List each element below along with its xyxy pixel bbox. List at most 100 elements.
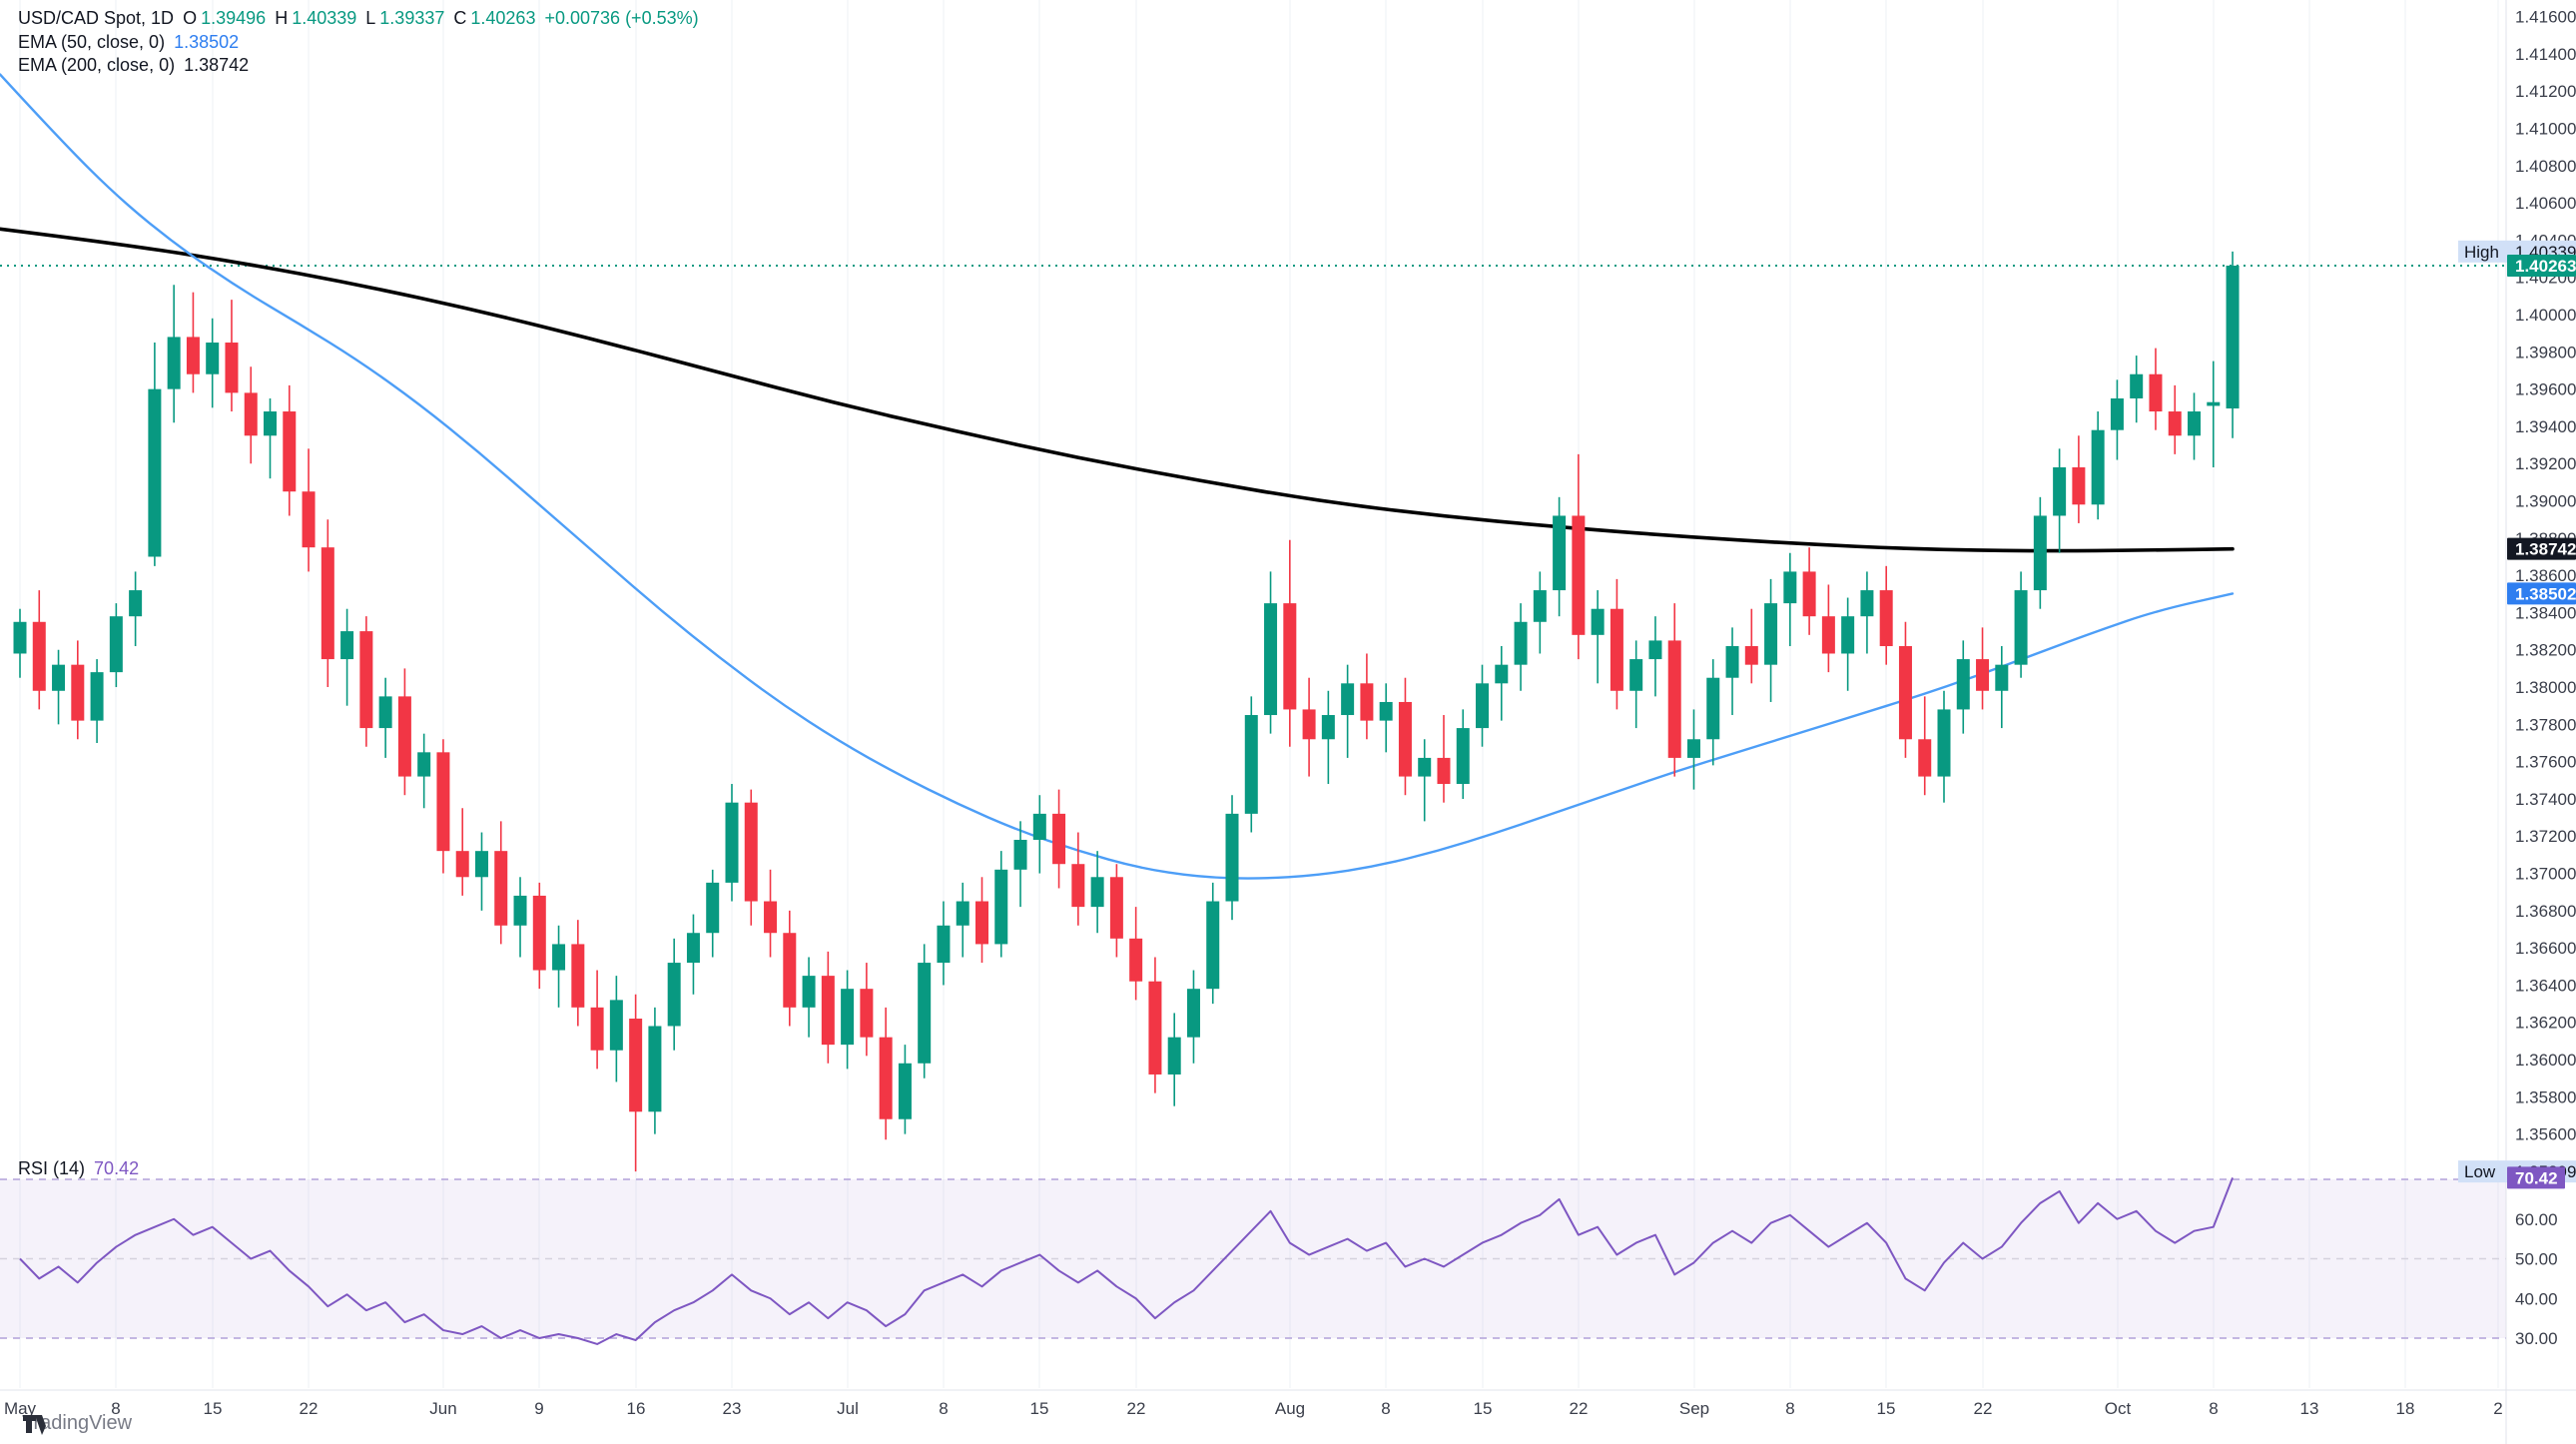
rsi-line[interactable] xyxy=(19,1176,2234,1345)
svg-text:1.37400: 1.37400 xyxy=(2515,790,2576,809)
svg-text:18: 18 xyxy=(2396,1399,2415,1418)
svg-text:8: 8 xyxy=(111,1399,120,1418)
svg-text:8: 8 xyxy=(939,1399,948,1418)
svg-text:High: High xyxy=(2464,243,2499,262)
symbol-legend-row[interactable]: USD/CAD Spot, 1D O 1.39496 H 1.40339 L 1.39… xyxy=(18,8,703,29)
svg-text:1.37000: 1.37000 xyxy=(2515,865,2576,884)
svg-text:2: 2 xyxy=(2493,1399,2502,1418)
svg-text:1.36000: 1.36000 xyxy=(2515,1051,2576,1070)
svg-text:1.38400: 1.38400 xyxy=(2515,603,2576,622)
close-value: 1.40263 xyxy=(470,8,536,28)
svg-text:1.36800: 1.36800 xyxy=(2515,902,2576,921)
rsi-axis-labels: 60.00 50.00 40.00 30.00 xyxy=(2515,1210,2558,1348)
ema50-legend-row[interactable]: EMA (50, close, 0) 1.38502 xyxy=(18,32,243,53)
ema200-line[interactable] xyxy=(0,227,2235,553)
svg-text:Aug: Aug xyxy=(1275,1399,1305,1418)
svg-text:1.36600: 1.36600 xyxy=(2515,939,2576,958)
svg-text:1.39000: 1.39000 xyxy=(2515,492,2576,511)
high-label: H xyxy=(275,8,289,28)
ema200-label: EMA (200, close, 0) xyxy=(18,55,176,75)
svg-text:22: 22 xyxy=(300,1399,319,1418)
svg-text:15: 15 xyxy=(204,1399,223,1418)
svg-text:1.41400: 1.41400 xyxy=(2515,45,2576,64)
svg-text:1.41600: 1.41600 xyxy=(2515,8,2576,27)
svg-text:15: 15 xyxy=(1030,1399,1049,1418)
tradingview-logo-icon xyxy=(23,1415,46,1435)
price-axis-labels: 1.41600 1.41400 1.41200 1.41000 1.40800 1.406… xyxy=(2515,8,2576,1144)
svg-text:1.37600: 1.37600 xyxy=(2515,753,2576,772)
svg-text:1.36400: 1.36400 xyxy=(2515,976,2576,995)
symbol-title: USD/CAD Spot, 1D xyxy=(18,8,175,28)
svg-text:1.38000: 1.38000 xyxy=(2515,678,2576,697)
svg-text:1.38742: 1.38742 xyxy=(2515,540,2576,559)
svg-text:1.41000: 1.41000 xyxy=(2515,120,2576,139)
svg-text:1.38600: 1.38600 xyxy=(2515,566,2576,585)
rsi-label: RSI (14) xyxy=(18,1158,86,1178)
rsi-badge: 70.42 xyxy=(2507,1166,2565,1189)
high-value: 1.40339 xyxy=(292,8,357,28)
svg-text:1.39200: 1.39200 xyxy=(2515,454,2576,473)
svg-text:1.39800: 1.39800 xyxy=(2515,343,2576,361)
svg-text:1.40000: 1.40000 xyxy=(2515,306,2576,325)
low-value: 1.39337 xyxy=(379,8,445,28)
svg-text:1.40800: 1.40800 xyxy=(2515,157,2576,176)
svg-text:60.00: 60.00 xyxy=(2515,1210,2558,1229)
svg-text:15: 15 xyxy=(1877,1399,1896,1418)
low-label: L xyxy=(365,8,376,28)
ema50-line[interactable] xyxy=(0,73,2235,880)
svg-text:22: 22 xyxy=(1570,1399,1589,1418)
ema50-label: EMA (50, close, 0) xyxy=(18,32,166,52)
svg-text:Oct: Oct xyxy=(2105,1399,2132,1418)
svg-text:8: 8 xyxy=(1381,1399,1390,1418)
svg-text:1.41200: 1.41200 xyxy=(2515,82,2576,101)
svg-text:Jul: Jul xyxy=(837,1399,859,1418)
svg-text:1.40600: 1.40600 xyxy=(2515,194,2576,213)
svg-text:16: 16 xyxy=(627,1399,646,1418)
tradingview-branding[interactable]: TradingView xyxy=(22,1412,132,1435)
ema50-badge: 1.38502 xyxy=(2507,582,2576,605)
svg-text:50.00: 50.00 xyxy=(2515,1250,2558,1269)
svg-text:22: 22 xyxy=(1127,1399,1146,1418)
svg-text:8: 8 xyxy=(1785,1399,1794,1418)
open-value: 1.39496 xyxy=(201,8,267,28)
svg-text:Sep: Sep xyxy=(1679,1399,1709,1418)
svg-text:1.40263: 1.40263 xyxy=(2515,257,2576,276)
svg-text:May: May xyxy=(4,1399,37,1418)
close-label: C xyxy=(453,8,467,28)
svg-text:1.37800: 1.37800 xyxy=(2515,715,2576,734)
open-label: O xyxy=(183,8,198,28)
svg-text:15: 15 xyxy=(1474,1399,1493,1418)
svg-text:1.35800: 1.35800 xyxy=(2515,1087,2576,1106)
svg-text:1.37200: 1.37200 xyxy=(2515,827,2576,846)
svg-text:Low: Low xyxy=(2464,1162,2496,1181)
rsi-pane xyxy=(0,1178,2506,1339)
ema200-legend-row[interactable]: EMA (200, close, 0) 1.38742 xyxy=(18,55,253,76)
svg-text:1.38200: 1.38200 xyxy=(2515,641,2576,660)
candles-layer[interactable] xyxy=(13,251,2240,1172)
svg-text:1.38502: 1.38502 xyxy=(2515,584,2576,603)
svg-text:40.00: 40.00 xyxy=(2515,1289,2558,1308)
ema200-badge: 1.38742 xyxy=(2507,537,2576,560)
svg-text:8: 8 xyxy=(2209,1399,2218,1418)
tradingview-branding-text: TradingView xyxy=(22,1412,133,1434)
svg-text:Jun: Jun xyxy=(429,1399,456,1418)
svg-text:23: 23 xyxy=(723,1399,742,1418)
time-axis-labels[interactable]: May 8 15 22 Jun 9 16 23 Jul 8 15 22 Aug 8 15 22 Sep 8 15 22… xyxy=(4,1399,2503,1418)
svg-text:1.39600: 1.39600 xyxy=(2515,380,2576,399)
svg-text:30.00: 30.00 xyxy=(2515,1329,2558,1348)
ema50-value: 1.38502 xyxy=(174,32,240,52)
rsi-value: 70.42 xyxy=(94,1158,140,1178)
svg-text:13: 13 xyxy=(2300,1399,2319,1418)
svg-text:22: 22 xyxy=(1974,1399,1993,1418)
svg-text:1.36200: 1.36200 xyxy=(2515,1014,2576,1033)
change-value: +0.00736 (+0.53%) xyxy=(544,8,699,28)
svg-text:1.35600: 1.35600 xyxy=(2515,1125,2576,1144)
svg-text:9: 9 xyxy=(534,1399,543,1418)
rsi-legend-row[interactable]: RSI (14) 70.42 xyxy=(18,1158,143,1179)
svg-text:70.42: 70.42 xyxy=(2515,1168,2558,1187)
ema200-value: 1.38742 xyxy=(184,55,250,75)
svg-text:1.39400: 1.39400 xyxy=(2515,417,2576,436)
last-price-badge: 1.40263 xyxy=(2507,255,2576,277)
